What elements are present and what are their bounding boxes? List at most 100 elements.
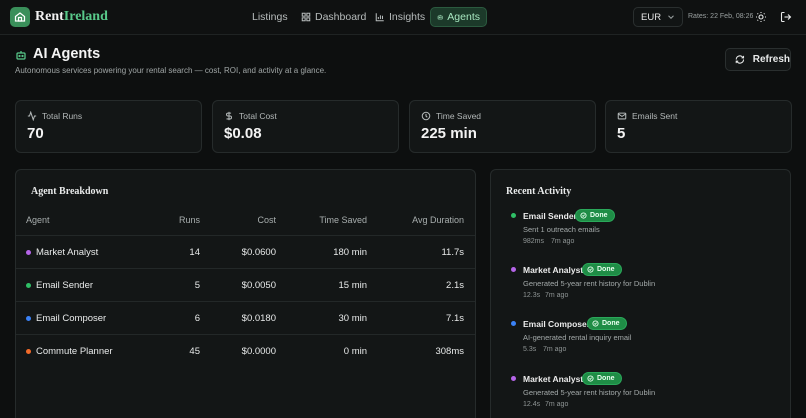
stat-card-time-saved: Time Saved 225 min — [409, 100, 596, 153]
recent-activity-title: Recent Activity — [506, 186, 572, 197]
check-circle-icon — [580, 212, 587, 219]
nav-agents[interactable]: Agents — [430, 7, 487, 27]
bar-chart-icon — [375, 13, 384, 22]
clock-icon — [421, 111, 431, 121]
nav-dashboard[interactable]: Dashboard — [295, 7, 372, 27]
top-navbar: RentIreland Listings Dashboard Insights … — [0, 0, 806, 35]
agent-name: Email Sender — [36, 280, 94, 291]
refresh-icon — [735, 55, 745, 64]
status-dot — [511, 213, 516, 218]
agent-time-saved: 15 min — [338, 280, 367, 291]
stat-label: Emails Sent — [632, 111, 678, 121]
agent-runs: 6 — [194, 313, 200, 324]
stat-value: 225 min — [421, 125, 477, 142]
bot-icon — [437, 14, 443, 20]
stat-label: Total Runs — [42, 111, 83, 121]
agent-breakdown-panel — [15, 169, 476, 418]
row-divider — [16, 301, 475, 302]
agent-breakdown-title: Agent Breakdown — [31, 186, 109, 197]
column-header-cost: Cost — [257, 215, 276, 225]
home-logo-icon[interactable] — [10, 7, 30, 27]
status-dot — [26, 349, 31, 354]
activity-agent-name: Email Sender — [523, 211, 577, 221]
agent-cost: $0.0050 — [241, 280, 276, 291]
activity-description: Sent 1 outreach emails — [523, 225, 600, 234]
status-dot — [511, 267, 516, 272]
agent-name: Commute Planner — [36, 346, 113, 357]
status-dot — [511, 376, 516, 381]
column-header-time-saved: Time Saved — [319, 215, 367, 225]
agent-time-saved: 0 min — [343, 346, 367, 357]
brand-logo[interactable]: RentIreland — [35, 9, 108, 25]
currency-select[interactable]: EUR — [633, 7, 683, 27]
dollar-icon — [226, 111, 232, 121]
agent-name: Email Composer — [36, 313, 107, 324]
status-dot — [26, 283, 31, 288]
status-badge: Done — [575, 209, 615, 222]
sun-icon[interactable] — [755, 11, 767, 23]
column-header-agent: Agent — [26, 215, 50, 225]
nav-insights-label: Insights — [389, 11, 426, 23]
grid-icon — [301, 12, 311, 22]
status-badge-label: Done — [602, 320, 620, 327]
status-dot — [26, 316, 31, 321]
nav-insights[interactable]: Insights — [369, 7, 431, 27]
refresh-label: Refresh — [752, 54, 790, 65]
activity-agent-name: Market Analyst — [523, 265, 584, 275]
logout-icon[interactable] — [780, 11, 792, 23]
stat-value: $0.08 — [224, 125, 262, 142]
stat-card-emails-sent: Emails Sent 5 — [605, 100, 792, 153]
agent-avg-duration: 308ms — [435, 346, 464, 357]
recent-activity-panel — [490, 169, 791, 418]
status-badge-label: Done — [597, 266, 615, 273]
mail-icon — [617, 112, 627, 120]
row-divider — [16, 268, 475, 269]
check-circle-icon — [587, 266, 594, 273]
stat-value: 5 — [617, 125, 626, 142]
activity-time-ago: 7m ago — [551, 238, 575, 245]
check-circle-icon — [587, 375, 594, 382]
status-dot — [26, 250, 31, 255]
status-badge: Done — [582, 263, 622, 276]
activity-time-ago: 7m ago — [545, 401, 569, 408]
brand-name-part2: Ireland — [63, 9, 108, 24]
stat-label: Total Cost — [239, 111, 277, 121]
activity-time-ago: 7m ago — [545, 292, 569, 299]
agent-name: Market Analyst — [36, 247, 99, 258]
activity-duration: 5.3s — [523, 346, 537, 353]
activity-description: Generated 5-year rent history for Dublin — [523, 279, 656, 288]
status-dot — [511, 321, 516, 326]
agent-avg-duration: 2.1s — [446, 280, 464, 291]
stat-card-total-cost: Total Cost $0.08 — [212, 100, 399, 153]
row-divider — [16, 235, 475, 236]
row-divider — [16, 334, 475, 335]
brand-name-part1: Rent — [35, 9, 64, 24]
agent-time-saved: 30 min — [338, 313, 367, 324]
activity-duration: 12.4s — [523, 401, 541, 408]
column-header-runs: Runs — [178, 215, 200, 225]
agent-avg-duration: 7.1s — [446, 313, 464, 324]
currency-value: EUR — [641, 11, 662, 23]
nav-listings-label: Listings — [252, 11, 288, 23]
nav-agents-label: Agents — [447, 11, 480, 23]
status-badge-label: Done — [597, 375, 615, 382]
activity-icon — [27, 111, 37, 121]
page-subtitle: Autonomous services powering your rental… — [15, 66, 327, 75]
stat-label: Time Saved — [436, 111, 482, 121]
page-title: AI Agents — [33, 46, 101, 62]
agent-runs: 45 — [189, 346, 200, 357]
stat-value: 70 — [27, 125, 44, 142]
activity-duration: 12.3s — [523, 292, 541, 299]
activity-description: Generated 5-year rent history for Dublin — [523, 388, 656, 397]
refresh-button[interactable]: Refresh — [725, 48, 791, 71]
agent-runs: 5 — [194, 280, 200, 291]
agent-cost: $0.0600 — [241, 247, 276, 258]
rates-timestamp: Rates: 22 Feb, 08:26 — [688, 13, 754, 20]
activity-duration: 982ms — [523, 238, 545, 245]
activity-agent-name: Market Analyst — [523, 374, 584, 384]
agent-cost: $0.0180 — [241, 313, 276, 324]
status-badge: Done — [582, 372, 622, 385]
activity-description: AI-generated rental inquiry email — [523, 333, 632, 342]
nav-listings[interactable]: Listings — [246, 7, 294, 27]
check-circle-icon — [592, 320, 599, 327]
